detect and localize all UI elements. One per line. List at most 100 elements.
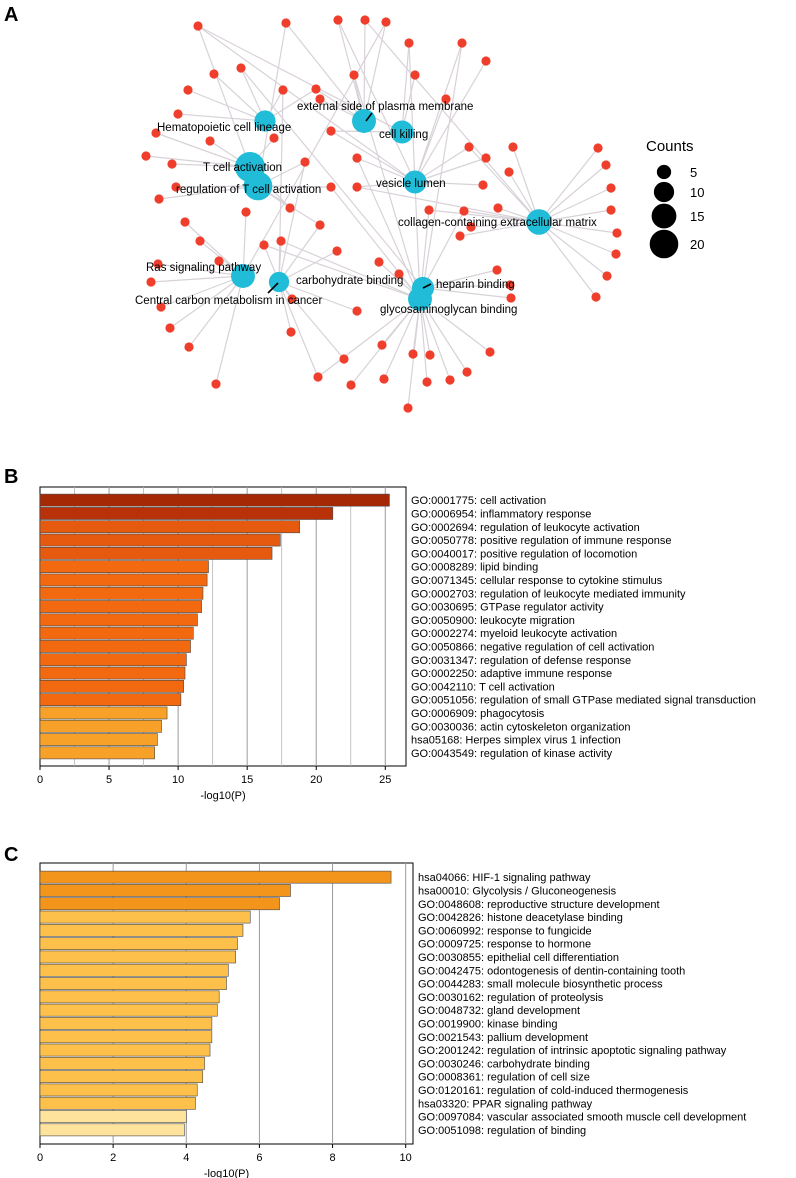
- bar: [39, 746, 155, 760]
- category-label: GO:0048608: reproductive structure devel…: [418, 899, 660, 911]
- network-edge: [257, 22, 287, 187]
- legend-label: 5: [690, 165, 697, 180]
- gene-node: [300, 157, 310, 167]
- gene-node: [151, 128, 161, 138]
- x-tick-label: 8: [329, 1152, 335, 1164]
- network-edge: [285, 22, 365, 122]
- gene-node: [349, 70, 359, 80]
- term-node: [231, 264, 255, 288]
- category-label: GO:0048732: gland development: [418, 1005, 580, 1017]
- network-edge: [459, 221, 540, 237]
- category-label: GO:0120161: regulation of cold-induced t…: [418, 1085, 689, 1097]
- bar: [39, 586, 204, 600]
- network-edge: [215, 275, 244, 385]
- legend-circle: [651, 203, 677, 229]
- gene-node: [311, 84, 321, 94]
- network-edge: [538, 221, 608, 277]
- bar: [39, 1017, 213, 1030]
- gene-node: [195, 236, 205, 246]
- gene-node: [326, 126, 336, 136]
- bar: [39, 1070, 204, 1083]
- x-axis-label: -log10(P): [200, 790, 245, 802]
- gene-node: [214, 256, 224, 266]
- category-label: hsa04066: HIF-1 signaling pathway: [418, 872, 591, 884]
- gene-node: [171, 182, 181, 192]
- network-edge: [278, 161, 306, 283]
- gene-node: [281, 18, 291, 28]
- network-edge: [330, 186, 421, 300]
- gene-node: [236, 63, 246, 73]
- bar: [39, 990, 220, 1004]
- category-label: GO:0040017: positive regulation of locom…: [411, 548, 637, 560]
- bar-chart-c: hsa04066: HIF-1 signaling pathwayhsa0001…: [37, 862, 746, 1178]
- bar: [39, 1110, 187, 1123]
- gene-node: [462, 367, 472, 377]
- gene-node: [211, 379, 221, 389]
- term-node: [390, 120, 414, 144]
- gene-node: [593, 143, 603, 153]
- category-label: GO:0097084: vascular associated smooth m…: [418, 1112, 746, 1124]
- gene-node: [286, 327, 296, 337]
- network-edge: [145, 155, 251, 168]
- legend-circle: [656, 164, 672, 180]
- network-edge: [240, 67, 424, 289]
- network-edge: [512, 146, 540, 223]
- network-edge: [242, 21, 387, 277]
- term-labels: external side of plasma membrane Hematopo…: [135, 101, 597, 316]
- network-edge: [419, 298, 468, 373]
- bar: [39, 1096, 196, 1110]
- x-tick-label: 25: [379, 774, 391, 786]
- category-label: GO:0002694: regulation of leukocyte acti…: [411, 522, 640, 534]
- gene-node: [457, 38, 467, 48]
- network-edge: [414, 157, 487, 183]
- x-tick-label: 0: [37, 774, 43, 786]
- x-axis-label: -log10(P): [204, 1168, 249, 1178]
- plot-frame: [39, 486, 407, 767]
- network-edge: [538, 187, 612, 223]
- category-label: GO:0044283: small molecule biosynthetic …: [418, 979, 663, 991]
- network-edge: [414, 98, 447, 183]
- network-edge: [363, 21, 387, 122]
- term-label: heparin binding: [436, 279, 515, 291]
- category-label: GO:0030246: carbohydrate binding: [418, 1058, 590, 1070]
- network-edge: [263, 244, 421, 300]
- network-edge: [213, 73, 266, 122]
- bar: [39, 1083, 198, 1097]
- gene-node: [332, 246, 342, 256]
- legend-label: 10: [690, 185, 704, 200]
- gene-node: [315, 220, 325, 230]
- bar: [39, 626, 194, 640]
- network-edge: [428, 209, 540, 223]
- bar: [39, 950, 236, 964]
- bar: [39, 666, 186, 680]
- gene-node: [602, 271, 612, 281]
- category-label: GO:0060992: response to fungicide: [418, 925, 592, 937]
- network-edge: [422, 287, 512, 299]
- gene-node: [173, 109, 183, 119]
- network-edge: [278, 281, 319, 378]
- network-edge: [538, 147, 599, 223]
- gene-node: [377, 340, 387, 350]
- gene-node: [379, 374, 389, 384]
- gene-node: [193, 21, 203, 31]
- category-label: GO:0030855: epithelial cell differentiat…: [418, 952, 619, 964]
- network-edge: [278, 281, 358, 312]
- gene-node: [508, 142, 518, 152]
- bar: [39, 923, 244, 937]
- category-label: GO:0019900: kinase binding: [418, 1018, 557, 1030]
- network-edge: [317, 298, 421, 378]
- network-edge: [422, 210, 465, 289]
- bar: [39, 573, 208, 587]
- category-label: GO:0009725: response to hormone: [418, 939, 591, 951]
- network-edge: [422, 284, 511, 289]
- gene-node: [360, 15, 370, 25]
- legend-circle: [653, 181, 675, 203]
- category-label: hsa00010: Glycolysis / Gluconeogenesis: [418, 885, 617, 897]
- panel-label-a: A: [4, 4, 18, 26]
- category-label: hsa03320: PPAR signaling pathway: [418, 1098, 593, 1110]
- category-label: GO:0042826: histone deacetylase binding: [418, 912, 623, 924]
- x-tick-label: 4: [183, 1152, 189, 1164]
- bar: [39, 719, 162, 733]
- bar: [39, 640, 191, 653]
